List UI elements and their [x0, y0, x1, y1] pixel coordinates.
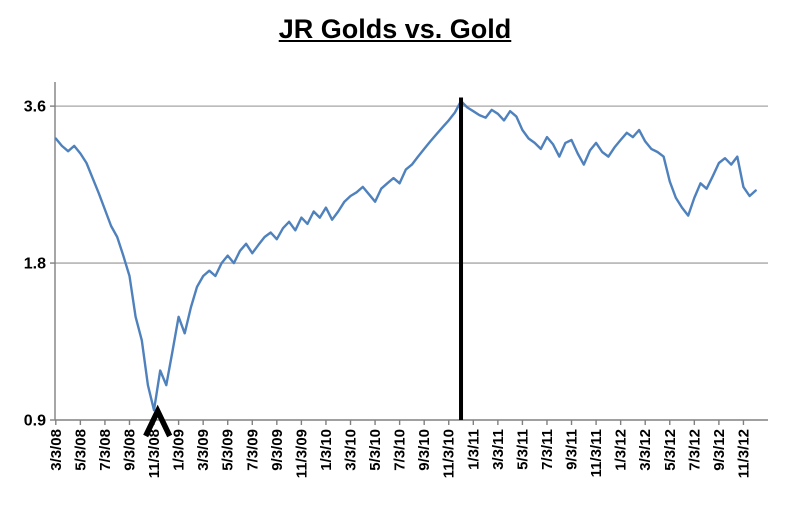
axes: 0.9 1.8 3.6 3/3/08 5/3/08 7/3/08 9/3/08 11/3/08… [24, 82, 768, 478]
x-tick-label: 7/3/12 [686, 429, 703, 471]
x-tick-label: 5/3/11 [514, 429, 531, 470]
x-tick-label: 1/3/09 [171, 429, 188, 471]
x-tick-label: 5/3/08 [72, 429, 89, 471]
x-tick-label: 1/3/12 [613, 429, 630, 471]
x-tick-label: 11/3/08 [146, 429, 163, 478]
x-tick-label: 9/3/12 [711, 429, 728, 471]
x-tick-label: 1/3/10 [318, 429, 335, 471]
x-tick-label: 9/3/09 [269, 429, 286, 471]
x-tick-label: 7/3/08 [97, 429, 114, 471]
x-tick-label: 3/3/11 [490, 429, 507, 470]
x-tick-label: 3/3/10 [343, 429, 360, 471]
annotation-up-arrow [143, 404, 173, 438]
x-tick-label: 9/3/08 [121, 429, 138, 471]
x-tick-label: 9/3/10 [416, 429, 433, 471]
x-tick-label: 3/3/08 [48, 429, 65, 471]
x-tick-label: 3/3/09 [195, 429, 212, 471]
x-tick-label: 11/3/10 [441, 429, 458, 478]
x-tick-label: 11/3/11 [588, 429, 605, 477]
x-tick-label: 9/3/11 [564, 429, 581, 470]
chart-title: JR Golds vs. Gold [0, 14, 790, 45]
y-tick-label: 0.9 [24, 413, 46, 430]
x-tick-label: 11/3/12 [735, 429, 752, 478]
annotations [143, 97, 464, 438]
chart-title-text: JR Golds vs. Gold [278, 14, 512, 44]
x-tick-label: 5/3/09 [220, 429, 237, 471]
x-tick-label: 7/3/09 [244, 429, 261, 471]
x-tick-label: 7/3/10 [392, 429, 409, 471]
series-line [54, 99, 757, 412]
y-tick-label: 3.6 [24, 99, 46, 116]
x-tick-label: 7/3/11 [539, 429, 556, 470]
y-tick-label: 1.8 [24, 256, 46, 273]
x-tick-label: 11/3/09 [293, 429, 310, 478]
x-tick-label: 5/3/10 [367, 429, 384, 471]
x-tick-label: 5/3/12 [662, 429, 679, 471]
x-tick-label: 3/3/12 [637, 429, 654, 471]
x-tick-label: 1/3/11 [465, 429, 482, 470]
gridlines [55, 105, 768, 264]
